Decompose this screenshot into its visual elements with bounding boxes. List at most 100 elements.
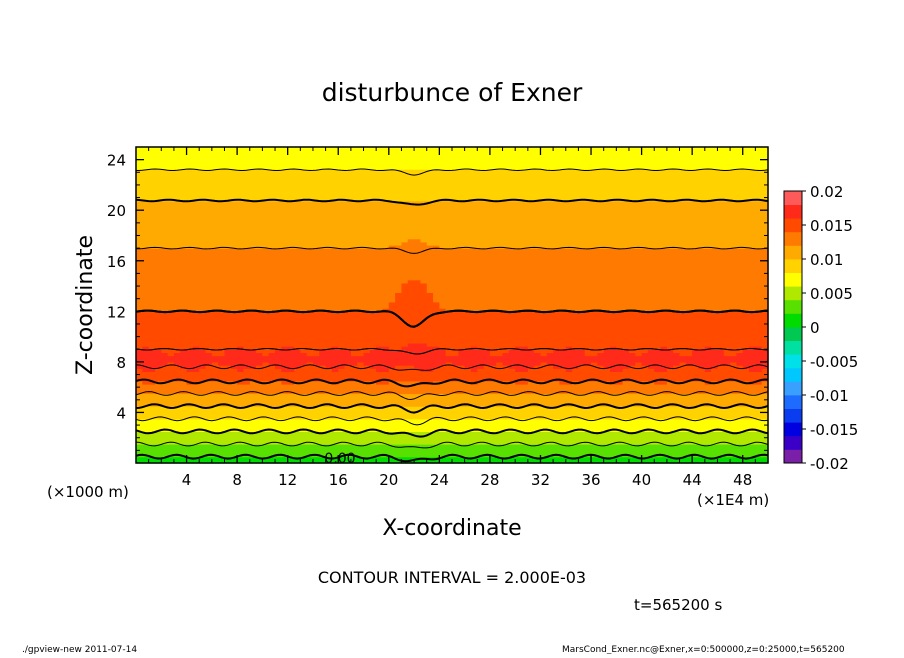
field-cell bbox=[211, 355, 219, 360]
field-cell bbox=[679, 311, 687, 316]
field-cell bbox=[199, 346, 207, 350]
field-cell bbox=[312, 371, 320, 376]
field-cell bbox=[338, 308, 346, 312]
field-cell bbox=[445, 342, 453, 347]
field-cell bbox=[584, 323, 592, 328]
field-cell bbox=[603, 333, 611, 338]
field-cell bbox=[502, 361, 510, 366]
field-cell bbox=[704, 317, 712, 322]
field-cell bbox=[426, 361, 434, 366]
field-cell bbox=[268, 358, 276, 363]
field-cell bbox=[136, 399, 143, 404]
field-cell bbox=[742, 352, 750, 357]
field-cell bbox=[610, 358, 617, 363]
field-cell bbox=[401, 450, 409, 455]
field-cell bbox=[325, 459, 333, 464]
field-cell bbox=[723, 428, 731, 432]
field-cell bbox=[654, 409, 662, 414]
field-cell bbox=[369, 374, 377, 379]
field-cell bbox=[357, 361, 365, 366]
field-cell bbox=[142, 342, 150, 347]
field-cell bbox=[508, 459, 516, 464]
field-cell bbox=[338, 314, 346, 319]
field-cell bbox=[723, 311, 731, 316]
field-cell bbox=[578, 371, 586, 376]
field-cell bbox=[161, 431, 169, 436]
field-cell bbox=[572, 396, 579, 401]
field-cell bbox=[546, 342, 554, 347]
field-cell bbox=[388, 314, 396, 319]
field-cell bbox=[502, 396, 510, 401]
field-cell bbox=[527, 406, 535, 410]
field-cell bbox=[515, 415, 523, 420]
field-cell bbox=[300, 317, 308, 322]
field-cell bbox=[357, 409, 365, 414]
field-cell bbox=[363, 327, 371, 331]
field-cell bbox=[306, 459, 314, 464]
field-cell bbox=[445, 320, 453, 325]
field-cell bbox=[331, 355, 339, 360]
field-cell bbox=[698, 352, 706, 357]
field-cell bbox=[521, 402, 529, 407]
field-cell bbox=[224, 406, 232, 410]
field-cell bbox=[445, 374, 453, 379]
field-cell bbox=[572, 333, 579, 338]
field-cell bbox=[730, 412, 737, 417]
field-cell bbox=[502, 444, 510, 448]
field-cell bbox=[723, 437, 731, 442]
field-cell bbox=[357, 320, 365, 325]
field-cell bbox=[186, 342, 194, 347]
field-cell bbox=[306, 305, 314, 309]
field-cell bbox=[483, 456, 491, 461]
field-cell bbox=[275, 456, 282, 461]
field-cell bbox=[559, 447, 567, 451]
field-cell bbox=[540, 418, 548, 423]
field-cell bbox=[654, 390, 662, 395]
field-cell bbox=[546, 339, 554, 344]
field-cell bbox=[350, 390, 358, 395]
field-cell bbox=[275, 384, 282, 388]
field-cell bbox=[312, 440, 320, 445]
field-cell bbox=[414, 425, 421, 429]
field-cell bbox=[173, 456, 181, 461]
field-cell bbox=[540, 453, 548, 458]
field-cell bbox=[742, 444, 750, 448]
field-cell bbox=[464, 371, 472, 376]
field-cell bbox=[483, 305, 491, 309]
field-cell bbox=[376, 311, 384, 316]
field-cell bbox=[578, 409, 586, 414]
field-cell bbox=[742, 431, 750, 436]
field-cell bbox=[211, 393, 219, 398]
field-cell bbox=[161, 349, 169, 353]
field-cell bbox=[167, 390, 175, 395]
field-cell bbox=[477, 352, 485, 357]
field-cell bbox=[458, 453, 466, 458]
field-cell bbox=[192, 459, 200, 464]
field-cell bbox=[654, 412, 662, 417]
field-cell bbox=[218, 384, 226, 388]
field-cell bbox=[136, 336, 143, 341]
field-cell bbox=[186, 314, 194, 319]
field-cell bbox=[572, 358, 579, 363]
field-cell bbox=[154, 459, 162, 464]
field-cell bbox=[154, 425, 162, 429]
field-cell bbox=[477, 342, 485, 347]
field-cell bbox=[628, 425, 636, 429]
field-cell bbox=[445, 371, 453, 376]
field-cell bbox=[344, 412, 352, 417]
field-cell bbox=[692, 384, 700, 388]
field-cell bbox=[755, 384, 763, 388]
field-cell bbox=[218, 406, 226, 410]
field-cell bbox=[300, 339, 308, 344]
field-cell bbox=[452, 336, 459, 341]
field-cell bbox=[167, 358, 175, 363]
field-cell bbox=[470, 425, 478, 429]
field-cell bbox=[401, 406, 409, 410]
field-cell bbox=[736, 314, 744, 319]
field-cell bbox=[167, 305, 175, 309]
field-cell bbox=[698, 450, 706, 455]
field-cell bbox=[287, 412, 295, 417]
field-cell bbox=[572, 440, 579, 445]
field-cell bbox=[470, 342, 478, 347]
field-cell bbox=[439, 317, 447, 322]
